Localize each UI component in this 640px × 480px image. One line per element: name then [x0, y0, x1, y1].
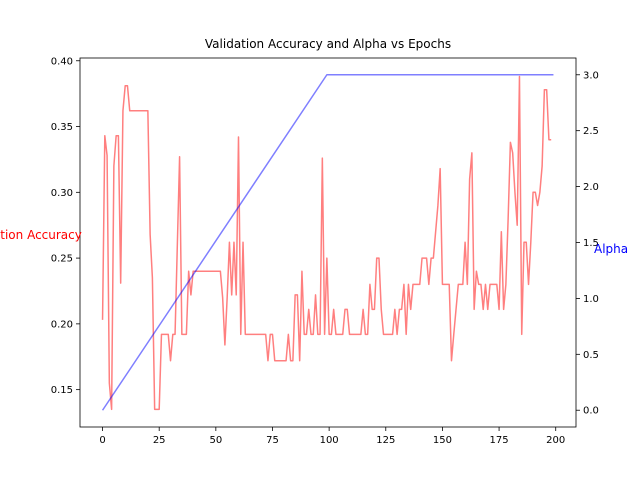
right-y-tick-label: 3.0 — [583, 70, 599, 81]
x-tick-label: 150 — [433, 435, 452, 446]
right-y-axis-label: Alpha — [594, 242, 628, 256]
left-y-tick-label: 0.15 — [51, 385, 73, 396]
right-y-axis: 0.0 0.5 1.0 1.5 2.0 2.5 3.0 — [576, 70, 599, 417]
x-tick-label: 175 — [490, 435, 509, 446]
x-tick-label: 100 — [320, 435, 339, 446]
left-y-tick-label: 0.25 — [51, 254, 73, 265]
chart-title: Validation Accuracy and Alpha vs Epochs — [205, 37, 451, 51]
right-y-tick-label: 1.0 — [583, 294, 599, 305]
series-layer — [101, 74, 554, 411]
left-y-tick-label: 0.20 — [51, 319, 73, 330]
left-y-axis-label: Validation Accuracy — [0, 228, 82, 242]
x-tick-label: 75 — [266, 435, 279, 446]
validation-accuracy-series-line — [101, 75, 552, 411]
left-y-tick-label: 0.40 — [51, 56, 73, 67]
x-tick-label: 125 — [376, 435, 395, 446]
alpha-series-line — [101, 74, 554, 411]
x-axis: 0 25 50 75 100 125 150 175 200 — [99, 427, 565, 446]
x-tick-label: 25 — [153, 435, 166, 446]
right-y-tick-label: 2.0 — [583, 182, 599, 193]
left-y-axis: 0.15 0.20 0.25 0.30 0.35 0.40 — [51, 56, 80, 396]
x-tick-label: 0 — [99, 435, 105, 446]
right-y-tick-label: 0.0 — [583, 406, 599, 417]
left-y-tick-label: 0.30 — [51, 188, 73, 199]
right-y-tick-label: 2.5 — [583, 126, 599, 137]
right-y-tick-label: 1.5 — [583, 238, 599, 249]
x-tick-label: 50 — [209, 435, 222, 446]
left-y-tick-label: 0.35 — [51, 122, 73, 133]
right-y-tick-label: 0.5 — [583, 350, 599, 361]
x-tick-label: 200 — [546, 435, 565, 446]
